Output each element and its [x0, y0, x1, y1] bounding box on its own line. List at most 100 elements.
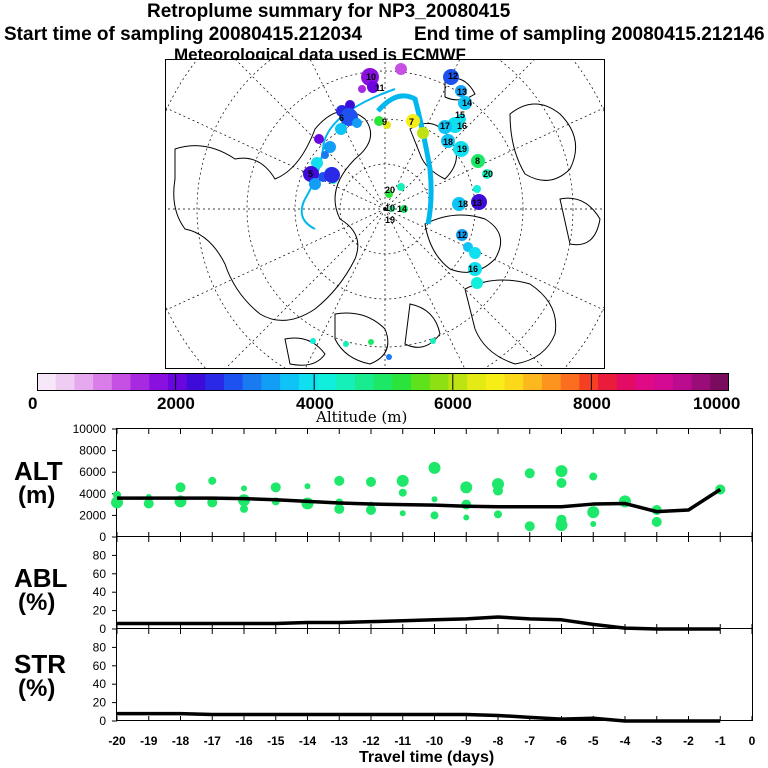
colorbar-tick: 2000	[157, 394, 195, 413]
cluster-markers	[303, 63, 492, 360]
alt-dot	[366, 505, 376, 515]
alt-dot	[241, 485, 247, 492]
x-tick-label: 0	[749, 734, 756, 748]
alt-dot	[651, 505, 662, 515]
y-tick-label: 0	[99, 530, 106, 544]
colorbar-cell	[654, 373, 674, 391]
alt-label-line2: (m)	[18, 482, 56, 509]
alt-dot	[398, 488, 407, 497]
map-label: 6	[339, 113, 344, 123]
map-label: 5	[308, 169, 313, 179]
alt-dot	[271, 497, 280, 506]
alt-dot	[555, 465, 568, 478]
x-tick-label: -9	[461, 734, 472, 748]
alt-dot	[301, 497, 314, 510]
series-line	[117, 488, 722, 514]
alt-dot	[399, 510, 406, 517]
x-axis-title: Travel time (days)	[359, 749, 495, 766]
alt-dot	[431, 496, 438, 503]
page-title: Retroplume summary for NP3_20080415	[147, 1, 511, 22]
colorbar-cell	[224, 373, 244, 391]
alt-dot	[368, 501, 374, 508]
alt-dot	[492, 478, 504, 491]
end-time-label: End time of sampling 20080415.212146	[414, 24, 765, 45]
map-label: 10	[385, 203, 395, 213]
abl-label-line2: (%)	[18, 589, 56, 616]
colorbar-cell	[710, 373, 729, 391]
y-tick-label: 60	[93, 659, 107, 673]
y-tick-label: 80	[93, 640, 107, 654]
map-label: 19	[457, 144, 467, 154]
colorbar-cell	[541, 373, 562, 391]
alt-dot	[493, 485, 503, 496]
x-tick-label: -14	[299, 734, 317, 748]
x-tick-label: -10	[426, 734, 444, 748]
alt-dot	[715, 484, 726, 495]
colorbar-cell	[523, 373, 543, 391]
colorbar-cell	[560, 373, 580, 391]
y-tick-label: 2000	[79, 508, 106, 522]
x-tick-label: -15	[267, 734, 285, 748]
alt-dot	[430, 511, 439, 520]
alt-dot	[590, 521, 597, 528]
colorbar-cell	[467, 373, 487, 391]
colorbar-cell	[37, 373, 57, 391]
colorbar-cell	[149, 373, 169, 391]
y-tick-label: 60	[93, 567, 107, 581]
x-tick-label: -17	[204, 734, 222, 748]
colorbar-cell	[354, 373, 375, 391]
alt-dot	[175, 482, 186, 493]
colorbar-cell	[635, 373, 655, 391]
alt-dot	[145, 494, 152, 501]
colorbar-cell	[392, 373, 412, 391]
colorbar-tick: 10000	[693, 394, 741, 413]
colorbar-cell	[74, 373, 94, 391]
alt-dot	[555, 519, 568, 532]
map-label: 13	[472, 198, 482, 208]
map-label: 20	[483, 169, 493, 179]
alt-dot	[524, 521, 535, 532]
alt-dot	[524, 468, 535, 479]
series-line	[117, 711, 721, 723]
colorbar-cell	[373, 373, 393, 391]
colorbar-cell	[579, 373, 599, 391]
alt-dot	[334, 503, 345, 514]
colorbar-cell	[111, 373, 132, 391]
alt-dot	[238, 494, 250, 507]
map-label: 12	[448, 71, 458, 81]
colorbar-cell	[672, 373, 693, 391]
colorbar-cell	[167, 373, 188, 391]
x-tick-label: -20	[108, 734, 126, 748]
x-tick-label: -18	[172, 734, 190, 748]
alt-dot	[334, 475, 345, 486]
x-tick-label: -6	[556, 734, 567, 748]
colorbar-cell	[298, 373, 319, 391]
map-label: 18	[458, 199, 468, 209]
alt-dot	[494, 510, 502, 519]
map-label: 13	[457, 87, 467, 97]
y-tick-label: 0	[99, 622, 106, 636]
y-tick-label: 40	[93, 585, 107, 599]
x-tick-label: -12	[362, 734, 380, 748]
colorbar-tick: 6000	[434, 394, 472, 413]
colorbar-cell	[205, 373, 225, 391]
map-label: 20	[385, 185, 395, 195]
colorbar-cell	[261, 373, 281, 391]
alt-dot	[111, 496, 123, 509]
x-tick-label: -8	[493, 734, 504, 748]
alt-dot	[143, 498, 154, 509]
alt-dot	[428, 461, 441, 474]
alt-dot	[240, 504, 248, 513]
map-label: 14	[397, 204, 407, 214]
map-label: 17	[440, 121, 450, 131]
map-label: 9	[382, 117, 387, 127]
alt-dot	[556, 478, 567, 488]
alt-dot	[207, 497, 218, 508]
x-tick-label: -7	[524, 734, 535, 748]
map-label: 12	[457, 230, 467, 240]
map-label: 16	[457, 121, 467, 131]
colorbar-cell	[93, 373, 113, 391]
map-label: 18	[443, 137, 453, 147]
colorbar-cell	[448, 373, 468, 391]
y-tick-label: 8000	[79, 444, 106, 458]
